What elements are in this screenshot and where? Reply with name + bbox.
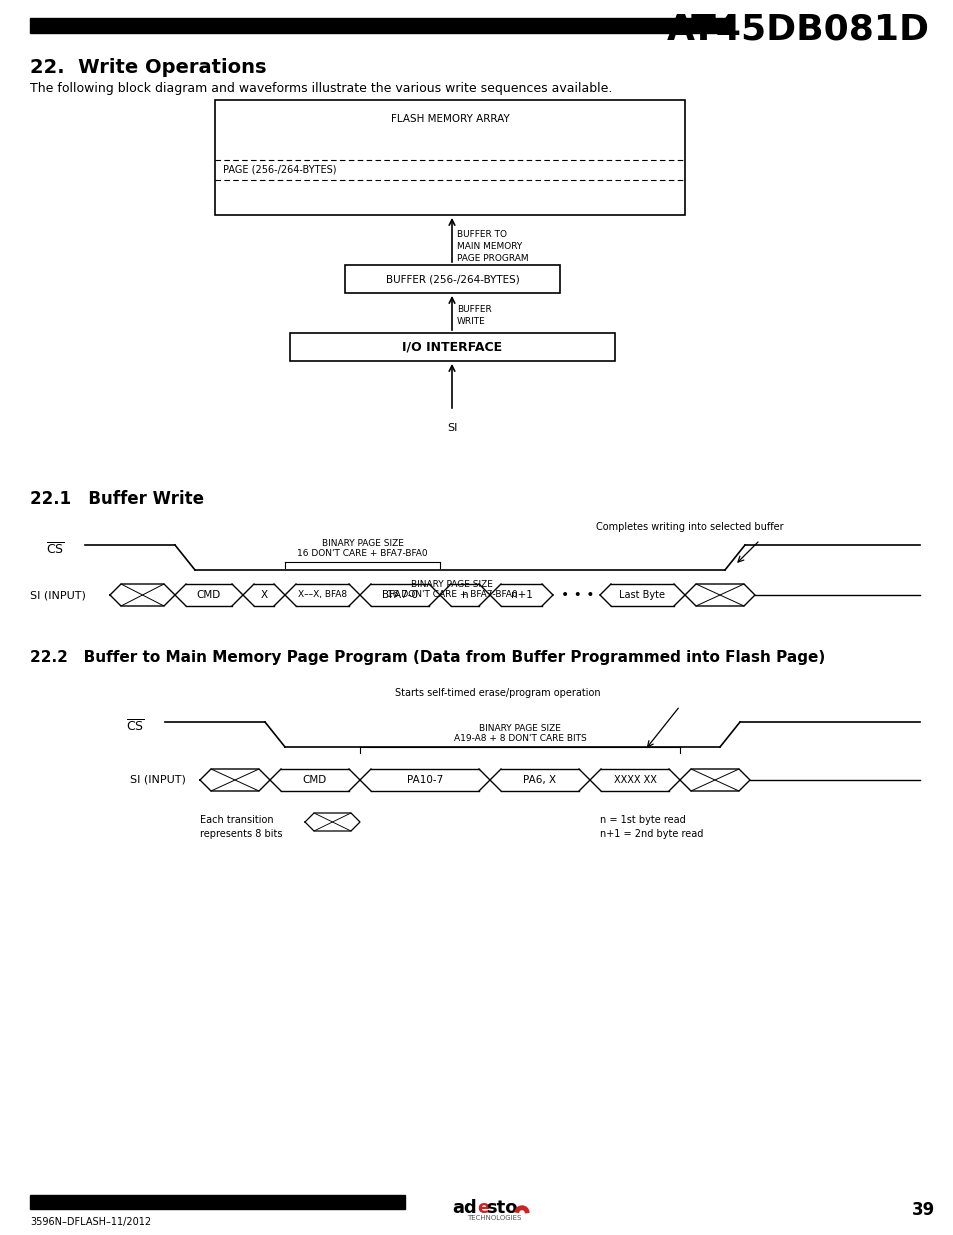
Text: PAGE PROGRAM: PAGE PROGRAM	[456, 254, 528, 263]
Text: 22.  Write Operations: 22. Write Operations	[30, 58, 266, 77]
Text: X: X	[260, 590, 267, 600]
Text: e: e	[476, 1199, 489, 1216]
Bar	[30, 1195, 405, 1209]
Text: n: n	[461, 590, 468, 600]
Text: 16 DON'T CARE + BFA7-BFA0: 16 DON'T CARE + BFA7-BFA0	[297, 550, 427, 558]
Text: n+1 = 2nd byte read: n+1 = 2nd byte read	[599, 829, 702, 839]
Text: 16 DON'T CARE + BFA7-BFA0: 16 DON'T CARE + BFA7-BFA0	[386, 590, 517, 599]
Bar	[30, 19, 729, 33]
Text: Each transition: Each transition	[200, 815, 274, 825]
Text: • • •: • • •	[560, 588, 594, 601]
Text: $\overline{\mathrm{CS}}$: $\overline{\mathrm{CS}}$	[46, 542, 64, 558]
Text: $\overline{\mathrm{CS}}$: $\overline{\mathrm{CS}}$	[126, 719, 144, 735]
Text: Completes writing into selected buffer: Completes writing into selected buffer	[596, 522, 782, 532]
Text: WRITE: WRITE	[456, 317, 485, 326]
Text: SI: SI	[446, 424, 456, 433]
Bar	[214, 100, 684, 215]
Text: PA10-7: PA10-7	[406, 776, 442, 785]
Text: A19-A8 + 8 DON'T CARE BITS: A19-A8 + 8 DON'T CARE BITS	[453, 734, 586, 743]
Text: X––X, BFA8: X––X, BFA8	[297, 590, 347, 599]
Text: BINARY PAGE SIZE: BINARY PAGE SIZE	[478, 724, 560, 734]
Text: SI (INPUT): SI (INPUT)	[130, 776, 186, 785]
Text: FLASH MEMORY ARRAY: FLASH MEMORY ARRAY	[390, 114, 509, 124]
Text: PAGE (256-/264-BYTES): PAGE (256-/264-BYTES)	[223, 165, 336, 175]
Text: 22.2   Buffer to Main Memory Page Program (Data from Buffer Programmed into Flas: 22.2 Buffer to Main Memory Page Program …	[30, 650, 824, 664]
Wedge shape	[515, 1207, 528, 1213]
Text: AT45DB081D: AT45DB081D	[666, 14, 929, 47]
Text: The following block diagram and waveforms illustrate the various write sequences: The following block diagram and waveform…	[30, 82, 612, 95]
Text: SI (INPUT): SI (INPUT)	[30, 590, 86, 600]
Text: BUFFER: BUFFER	[456, 305, 491, 314]
Text: BINARY PAGE SIZE: BINARY PAGE SIZE	[411, 580, 493, 589]
Text: BINARY PAGE SIZE: BINARY PAGE SIZE	[321, 538, 403, 548]
Text: BUFFER TO: BUFFER TO	[456, 230, 506, 240]
Text: ad: ad	[452, 1199, 476, 1216]
Bar	[345, 266, 559, 293]
Text: Last Byte: Last Byte	[618, 590, 665, 600]
Text: BUFFER (256-/264-BYTES): BUFFER (256-/264-BYTES)	[385, 274, 518, 284]
Text: 22.1   Buffer Write: 22.1 Buffer Write	[30, 490, 204, 508]
Text: TECHNOLOGIES: TECHNOLOGIES	[467, 1215, 521, 1221]
Text: MAIN MEMORY: MAIN MEMORY	[456, 242, 521, 251]
Text: 3596N–DFLASH–11/2012: 3596N–DFLASH–11/2012	[30, 1216, 151, 1228]
Text: PA6, X: PA6, X	[523, 776, 556, 785]
Text: BFA7-0: BFA7-0	[381, 590, 417, 600]
Text: 39: 39	[911, 1200, 935, 1219]
Text: n+1: n+1	[510, 590, 532, 600]
Text: n = 1st byte read: n = 1st byte read	[599, 815, 685, 825]
Bar	[290, 333, 615, 361]
Text: CMD: CMD	[302, 776, 327, 785]
Text: I/O INTERFACE: I/O INTERFACE	[402, 341, 502, 353]
Text: sto: sto	[485, 1199, 517, 1216]
Text: XXXX XX: XXXX XX	[613, 776, 656, 785]
Text: CMD: CMD	[196, 590, 221, 600]
Text: Starts self-timed erase/program operation: Starts self-timed erase/program operatio…	[395, 688, 600, 698]
Text: represents 8 bits: represents 8 bits	[200, 829, 282, 839]
